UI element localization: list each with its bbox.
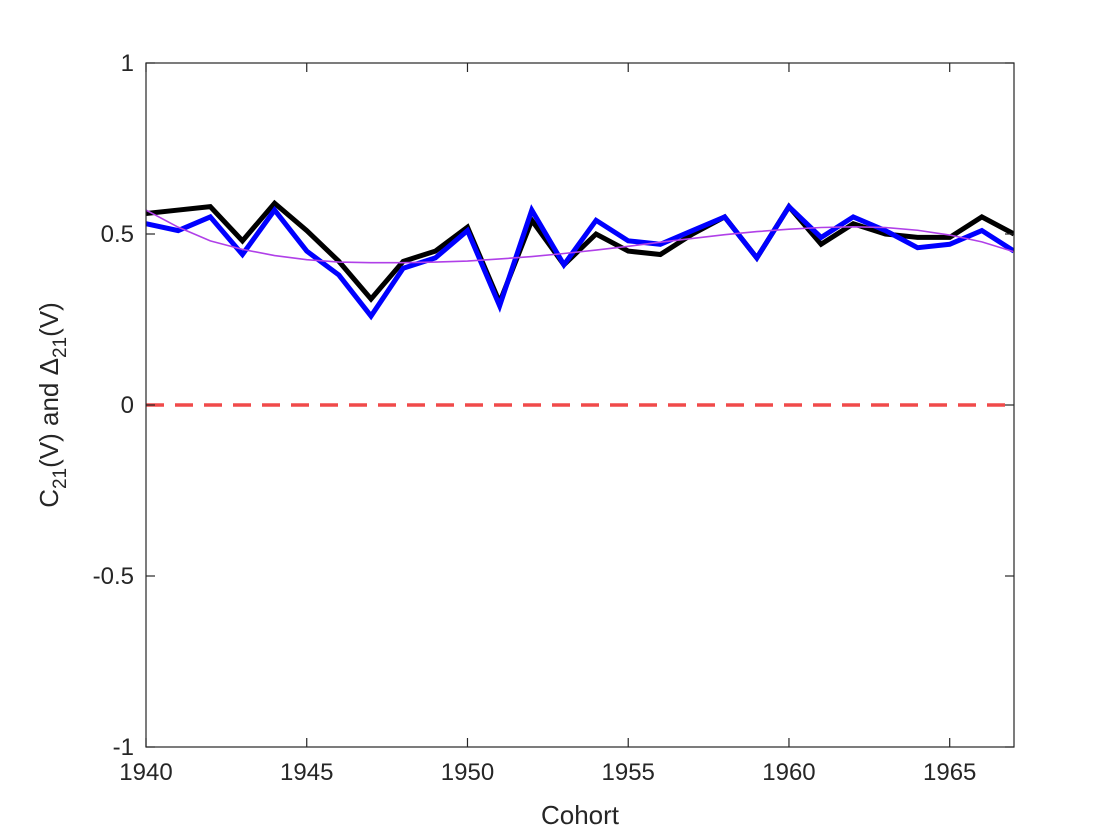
x-axis-title: Cohort — [541, 800, 620, 830]
series-line-blue — [146, 202, 1014, 321]
x-tick-label: 1955 — [602, 759, 655, 786]
y-tick-label: -0.5 — [93, 563, 134, 590]
plot-background — [146, 63, 1014, 747]
y-axis-title: C21(V) and Δ21(V) — [34, 302, 71, 508]
series-line-black — [146, 199, 1014, 309]
x-tick-label: 1965 — [923, 759, 976, 786]
series-line-fit — [146, 209, 1014, 264]
y-tick-label: 0 — [121, 392, 134, 419]
x-tick-label: 1940 — [119, 759, 172, 786]
x-tick-label: 1960 — [762, 759, 815, 786]
x-tick-label: 1945 — [280, 759, 333, 786]
tick-layer — [145, 62, 1014, 748]
tick-label-layer: 1940 1945 1950 1955 1960 1965 -1 -0.5 0 0.5 1 — [93, 50, 977, 786]
x-tick-label: 1950 — [441, 759, 494, 786]
series-layer — [146, 199, 1014, 321]
y-tick-label: 1 — [121, 50, 134, 77]
y-tick-label: 0.5 — [101, 221, 134, 248]
y-tick-label: -1 — [113, 734, 134, 761]
